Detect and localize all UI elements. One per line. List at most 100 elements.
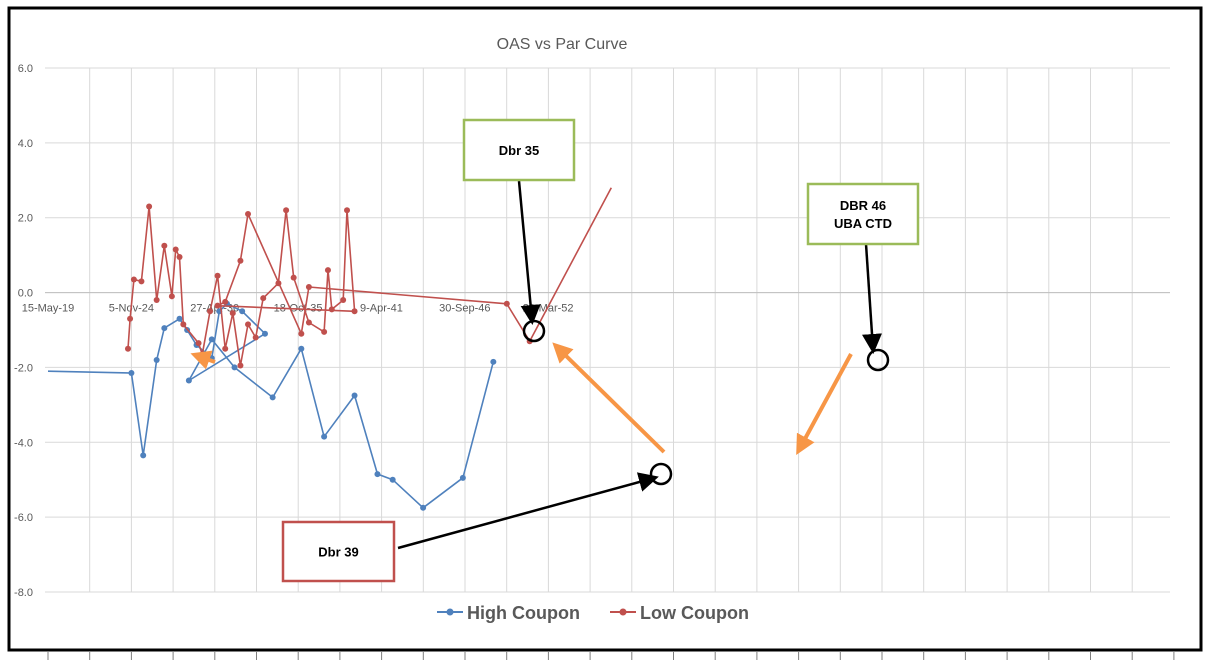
data-point xyxy=(176,254,183,261)
data-point xyxy=(153,356,160,363)
y-tick-label: 0.0 xyxy=(18,288,33,300)
data-point xyxy=(237,257,244,264)
data-point xyxy=(298,330,305,337)
data-point xyxy=(161,325,168,332)
y-tick-label: -2.0 xyxy=(14,362,33,374)
data-point xyxy=(503,300,510,307)
data-point xyxy=(195,340,202,347)
data-point xyxy=(245,210,252,217)
series-line-low-coupon xyxy=(127,187,613,367)
data-point xyxy=(207,308,214,315)
data-point xyxy=(389,476,396,483)
annotation-arrows xyxy=(190,180,890,550)
chart-title: OAS vs Par Curve xyxy=(497,36,628,53)
data-point xyxy=(351,308,358,315)
highlight-circle xyxy=(866,348,890,372)
data-point xyxy=(374,471,381,478)
data-point xyxy=(140,452,147,459)
data-point xyxy=(222,298,229,305)
data-point xyxy=(208,336,215,343)
x-tick-label: 30-Sep-46 xyxy=(439,303,490,315)
data-point xyxy=(261,330,268,337)
data-point xyxy=(222,345,229,352)
data-point xyxy=(153,297,160,304)
data-point xyxy=(269,394,276,401)
data-point xyxy=(180,321,187,328)
data-point xyxy=(130,276,137,283)
x-tick-label: 15-May-19 xyxy=(22,303,75,315)
legend-marker xyxy=(619,608,627,616)
highlight-circle xyxy=(522,319,546,343)
data-point xyxy=(321,328,328,335)
data-point xyxy=(128,370,135,377)
annotation-label: UBA CTD xyxy=(834,216,892,231)
data-point xyxy=(252,334,259,341)
annotation-box: Dbr 39 xyxy=(281,520,396,583)
highlight-circle xyxy=(649,462,673,486)
data-point xyxy=(168,293,175,300)
annotation-arrow xyxy=(517,180,541,325)
data-point xyxy=(275,280,282,287)
legend-label: High Coupon xyxy=(467,603,580,623)
legend-marker xyxy=(446,608,454,616)
annotation-arrow xyxy=(397,472,659,550)
annotation-label: Dbr 39 xyxy=(318,545,358,560)
y-tick-label: -8.0 xyxy=(14,587,33,599)
y-tick-label: 2.0 xyxy=(18,213,33,225)
data-point xyxy=(127,315,134,322)
y-tick-label: 4.0 xyxy=(18,138,33,150)
data-point xyxy=(245,321,252,328)
data-point xyxy=(124,345,131,352)
data-point xyxy=(344,207,351,214)
axes: 6.04.02.00.0-2.0-4.0-6.0-8.015-May-19 5-N… xyxy=(14,63,1175,660)
data-point xyxy=(351,392,358,399)
annotation-arrow xyxy=(862,243,882,354)
data-point xyxy=(237,362,244,369)
data-point xyxy=(298,345,305,352)
annotation-box-border xyxy=(462,118,576,182)
annotation-label: DBR 46 xyxy=(840,198,886,213)
data-point xyxy=(214,272,221,279)
data-point xyxy=(231,364,238,371)
annotation-box-border xyxy=(806,182,920,246)
series-lines xyxy=(47,187,613,511)
gridlines xyxy=(45,67,1170,593)
data-point xyxy=(214,302,221,309)
chart-outer-border xyxy=(7,6,1203,652)
legend-label: Low Coupon xyxy=(640,603,749,623)
data-point xyxy=(161,242,168,249)
legend: High Coupon Low Coupon xyxy=(437,603,749,623)
data-point xyxy=(290,274,297,281)
data-point xyxy=(305,283,312,290)
y-tick-label: -6.0 xyxy=(14,512,33,524)
y-tick-label: -4.0 xyxy=(14,437,33,449)
data-point xyxy=(324,267,331,274)
data-point xyxy=(185,377,192,384)
trend-arrow xyxy=(190,350,216,370)
data-point xyxy=(138,278,145,285)
annotation-box: DBR 46 UBA CTD xyxy=(806,182,920,246)
data-point xyxy=(146,203,153,210)
data-point xyxy=(283,207,290,214)
trend-arrow xyxy=(552,342,666,454)
data-point xyxy=(328,306,335,313)
data-point xyxy=(305,319,312,326)
data-point xyxy=(340,297,347,304)
data-point xyxy=(176,315,183,322)
annotation-label: Dbr 35 xyxy=(499,143,539,158)
data-point xyxy=(229,310,236,317)
data-point xyxy=(239,308,246,315)
trend-arrow xyxy=(796,353,853,456)
data-point xyxy=(260,295,267,302)
x-tick-label: 9-Apr-41 xyxy=(360,303,403,315)
y-tick-label: 6.0 xyxy=(18,63,33,75)
annotation-box-border xyxy=(281,520,396,583)
data-point xyxy=(420,504,427,511)
data-point xyxy=(490,358,497,365)
annotation-box: Dbr 35 xyxy=(462,118,576,182)
data-point xyxy=(321,433,328,440)
data-point xyxy=(459,474,466,481)
data-point xyxy=(172,246,179,253)
